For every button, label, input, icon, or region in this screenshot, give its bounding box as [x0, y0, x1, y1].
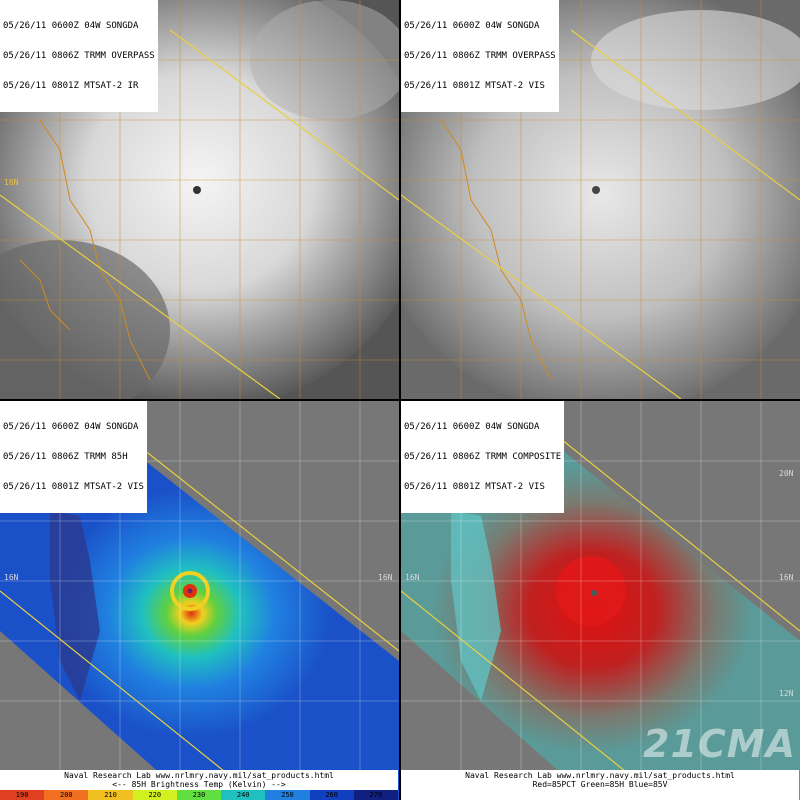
scale-cell: 210 [88, 790, 133, 800]
lat-label: 20N [779, 469, 794, 478]
vis-image [401, 0, 800, 399]
scale-cell: 190 [0, 790, 45, 800]
ir-image [0, 0, 399, 399]
header-line: 05/26/11 0801Z MTSAT-2 IR [3, 81, 139, 91]
header-line: 05/26/11 0801Z MTSAT-2 VIS [3, 482, 144, 492]
scale-cell: 240 [221, 790, 266, 800]
header-line: 05/26/11 0600Z 04W SONGDA [404, 21, 540, 31]
header-line: 05/26/11 0801Z MTSAT-2 VIS [404, 482, 545, 492]
85h-panel: 05/26/11 0600Z 04W SONGDA 05/26/11 0806Z… [0, 401, 399, 800]
header-line: 05/26/11 0806Z TRMM OVERPASS [3, 51, 155, 61]
ir-panel: 05/26/11 0600Z 04W SONGDA 05/26/11 0806Z… [0, 0, 399, 399]
scale-cell: 260 [309, 790, 354, 800]
lat-label: 16N [4, 573, 19, 582]
85h-header: 05/26/11 0600Z 04W SONGDA 05/26/11 0806Z… [0, 401, 147, 513]
credit-text: Naval Research Lab www.nrlmry.navy.mil/s… [64, 771, 334, 780]
scale-cell: 230 [176, 790, 222, 800]
scale-cell: 220 [132, 790, 177, 800]
header-line: 05/26/11 0806Z TRMM OVERPASS [404, 51, 556, 61]
color-scale: 190 200 210 220 230 240 250 260 270 [0, 790, 398, 800]
composite-header: 05/26/11 0600Z 04W SONGDA 05/26/11 0806Z… [401, 401, 565, 513]
scale-cell: 270 [353, 790, 398, 800]
vis-header: 05/26/11 0600Z 04W SONGDA 05/26/11 0806Z… [401, 0, 559, 112]
header-line: 05/26/11 0801Z MTSAT-2 VIS [404, 81, 545, 91]
footer-composite: Naval Research Lab www.nrlmry.navy.mil/s… [401, 770, 799, 800]
scale-cell: 250 [265, 790, 310, 800]
footer-85h: Naval Research Lab www.nrlmry.navy.mil/s… [0, 770, 398, 800]
vis-panel: 05/26/11 0600Z 04W SONGDA 05/26/11 0806Z… [401, 0, 800, 399]
lat-label: 16N [378, 573, 393, 582]
scale-caption: <-- 85H Brightness Temp (Kelvin) --> [112, 780, 286, 789]
composite-panel: 05/26/11 0600Z 04W SONGDA 05/26/11 0806Z… [401, 401, 800, 800]
header-line: 05/26/11 0600Z 04W SONGDA [404, 422, 540, 432]
composite-caption: Red=85PCT Green=85H Blue=85V [532, 780, 668, 789]
composite-image [401, 401, 800, 800]
85h-image [0, 401, 399, 800]
lat-label: 16N [405, 573, 420, 582]
header-line: 05/26/11 0806Z TRMM COMPOSITE [404, 452, 562, 462]
lat-label: 16N [4, 178, 19, 187]
header-line: 05/26/11 0600Z 04W SONGDA [3, 21, 139, 31]
lat-label: 12N [779, 689, 794, 698]
watermark-logo: 21CMA [643, 722, 796, 766]
header-line: 05/26/11 0806Z TRMM 85H [3, 452, 128, 462]
ir-header: 05/26/11 0600Z 04W SONGDA 05/26/11 0806Z… [0, 0, 158, 112]
lat-label: 16N [779, 573, 794, 582]
scale-cell: 200 [44, 790, 89, 800]
credit-text: Naval Research Lab www.nrlmry.navy.mil/s… [465, 771, 735, 780]
header-line: 05/26/11 0600Z 04W SONGDA [3, 422, 139, 432]
